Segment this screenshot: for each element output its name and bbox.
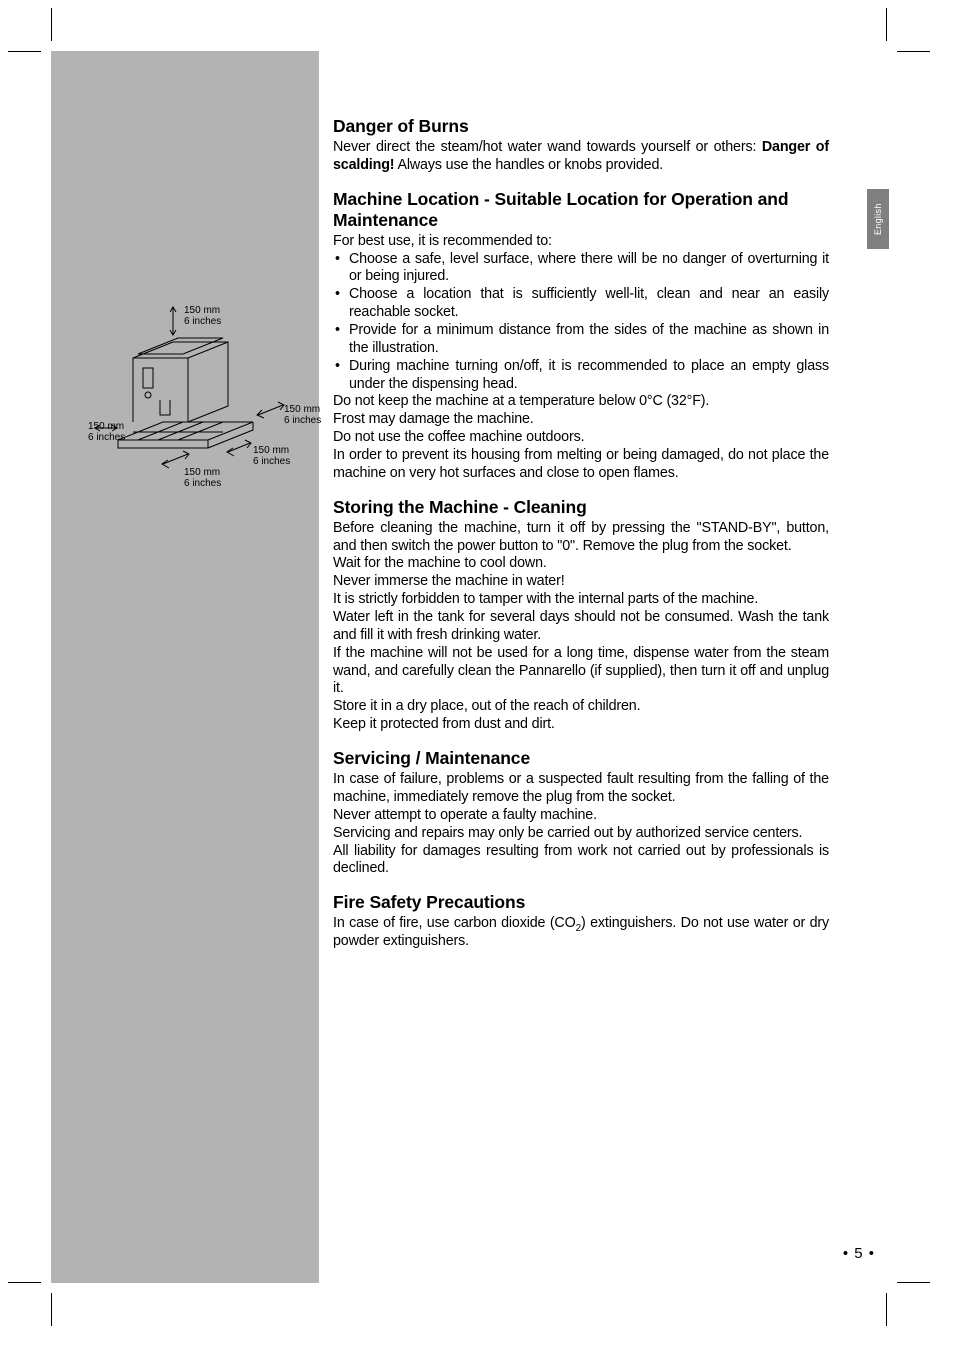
list-item: Choose a safe, level surface, where ther… [333,251,829,287]
content-column: Danger of Burns Never direct the steam/h… [333,116,829,951]
text: For best use, it is recommended to: [333,233,829,251]
text: Water left in the tank for several days … [333,609,829,645]
block-location: For best use, it is recommended to: Choo… [333,233,829,483]
heading-storing: Storing the Machine - Cleaning [333,497,829,518]
crop-mark [8,51,41,52]
list-item: During machine turning on/off, it is rec… [333,358,829,394]
crop-mark [897,1282,930,1283]
heading-location: Machine Location - Suitable Location for… [333,189,829,231]
text: Never immerse the machine in water! [333,573,829,591]
text: All liability for damages resulting from… [333,843,829,879]
text: Never attempt to operate a faulty machin… [333,807,829,825]
page-number: • 5 • [843,1245,875,1262]
heading-service: Servicing / Maintenance [333,748,829,769]
crop-mark [897,51,930,52]
text: Do not use the coffee machine outdoors. [333,429,829,447]
para-danger-burns: Never direct the steam/hot water wand to… [333,139,829,175]
text: Keep it protected from dust and dirt. [333,716,829,734]
crop-mark [51,8,52,41]
text: In order to prevent its housing from mel… [333,447,829,483]
crop-mark [886,8,887,41]
block-storing: Before cleaning the machine, turn it off… [333,520,829,734]
block-service: In case of failure, problems or a suspec… [333,771,829,878]
dim-label-left: 150 mm6 inches [88,422,125,443]
crop-mark [51,1293,52,1326]
text: Always use the handles or knobs provided… [394,157,663,173]
clearance-diagram: 150 mm6 inches 150 mm6 inches 150 mm6 in… [88,300,318,500]
dim-label-right: 150 mm6 inches [284,405,321,426]
dim-label-br: 150 mm6 inches [253,446,290,467]
text: Wait for the machine to cool down. [333,555,829,573]
text: If the machine will not be used for a lo… [333,645,829,699]
text: In case of fire, use carbon dioxide (CO [333,915,576,931]
text: Do not keep the machine at a temperature… [333,393,829,411]
text: Servicing and repairs may only be carrie… [333,825,829,843]
heading-fire: Fire Safety Precautions [333,892,829,913]
crop-mark [886,1293,887,1326]
sidebar-gray-block [51,51,319,1283]
list-item: Choose a location that is sufficiently w… [333,286,829,322]
text: Never direct the steam/hot water wand to… [333,139,762,155]
language-tab: English [867,189,889,249]
dim-label-bottom: 150 mm6 inches [184,468,221,489]
crop-mark [8,1282,41,1283]
bullet-list: Choose a safe, level surface, where ther… [333,251,829,394]
text: In case of failure, problems or a suspec… [333,771,829,807]
text: Frost may damage the machine. [333,411,829,429]
list-item: Provide for a minimum distance from the … [333,322,829,358]
text: It is strictly forbidden to tamper with … [333,591,829,609]
text: Store it in a dry place, out of the reac… [333,698,829,716]
text: Before cleaning the machine, turn it off… [333,520,829,556]
block-fire: In case of fire, use carbon dioxide (CO2… [333,915,829,951]
dim-label-top: 150 mm6 inches [184,306,221,327]
page-container: English [0,0,954,1350]
heading-danger-burns: Danger of Burns [333,116,829,137]
